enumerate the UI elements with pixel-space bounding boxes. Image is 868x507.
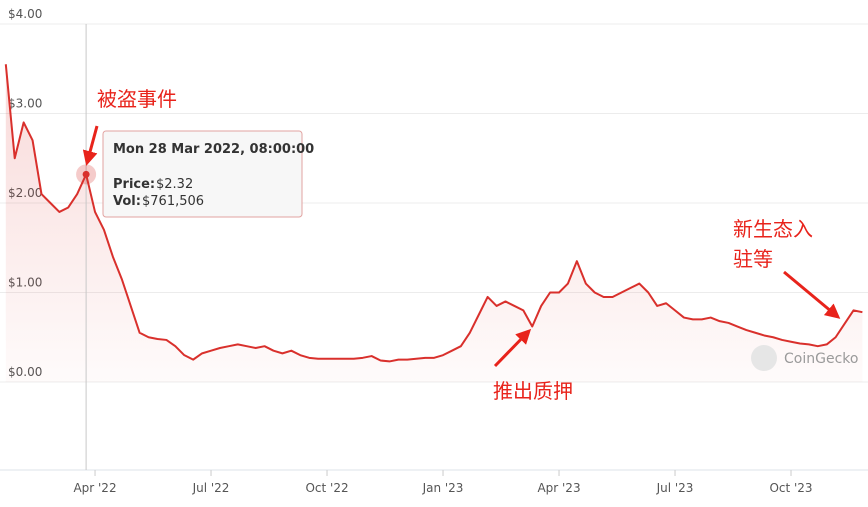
area-fill [5,64,863,382]
highlight-point [82,170,90,178]
annotations: 被盗事件 推出质押 新生态入 驻等 [82,87,841,403]
tooltip-value: $761,506 [142,194,204,209]
annotation: 推出质押 [493,379,573,403]
tooltip-title: Mon 28 Mar 2022, 08:00:00 [113,142,314,157]
x-tick-label: Oct '22 [305,481,348,495]
x-tick-label: Oct '23 [769,481,812,495]
tooltip-value: $2.32 [156,177,193,192]
watermark: CoinGecko [751,345,858,371]
annotation: 驻等 [733,247,773,271]
x-axis: Apr '22 Jul '22 Oct '22 Jan '23 Apr '23 Jul '… [73,470,813,495]
annotation: 新生态入 [733,217,813,241]
annotation-arrow [82,125,99,166]
x-tick-label: Apr '22 [73,481,116,495]
x-tick-label: Jan '23 [422,481,464,495]
price-line [4,64,863,363]
y-tick-label: $3.00 [8,97,42,111]
plot [4,24,863,470]
x-tick-label: Jul '22 [192,481,230,495]
tooltip-label: Vol: [113,194,141,209]
watermark-text: CoinGecko [784,351,858,367]
tooltip: Mon 28 Mar 2022, 08:00:00 Price: $2.32 V… [102,130,314,218]
tooltip-box [102,130,303,218]
annotation-arrow [783,270,841,319]
x-tick-label: Apr '23 [537,481,580,495]
annotation-arrow [493,328,532,368]
tooltip-label: Price: [113,177,155,192]
y-tick-label: $4.00 [8,7,42,21]
x-tick-label: Jul '23 [656,481,694,495]
watermark-logo [751,345,777,371]
annotation: 被盗事件 [97,87,177,111]
